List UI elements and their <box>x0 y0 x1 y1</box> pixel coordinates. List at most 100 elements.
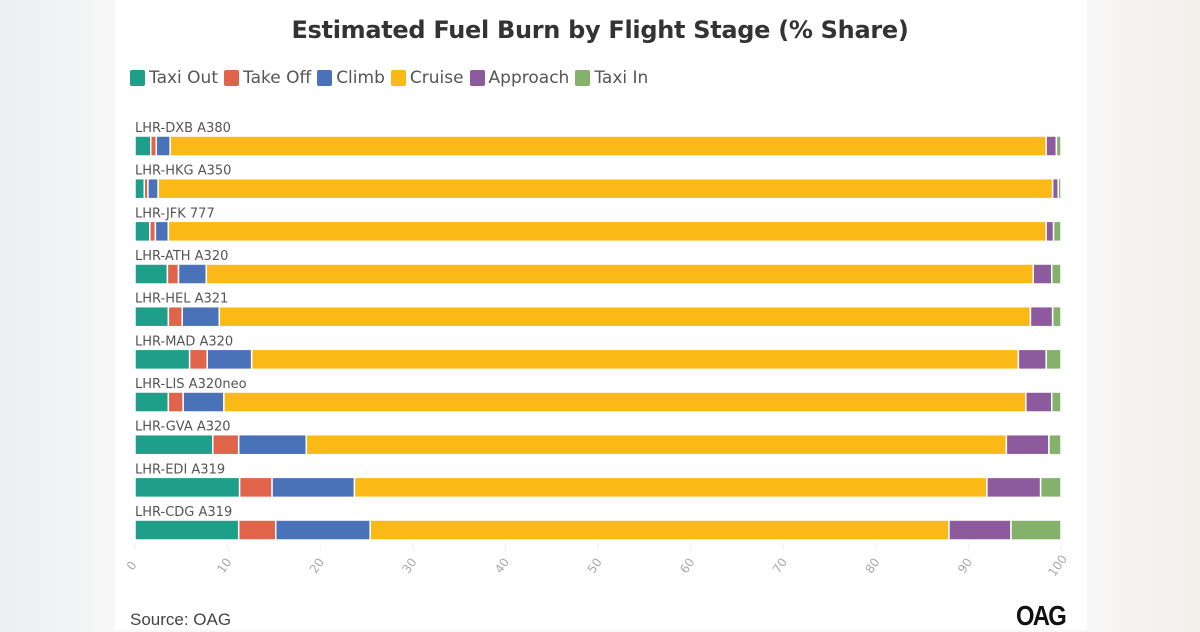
bar-segment[interactable] <box>166 263 180 285</box>
legend-item[interactable]: Taxi Out <box>130 68 218 88</box>
bar-segment[interactable] <box>1032 263 1053 285</box>
legend-swatch <box>390 70 406 86</box>
legend: Taxi Out Take Off Climb Cruise Approach Taxi … <box>130 68 648 88</box>
bar-segment[interactable] <box>134 519 240 541</box>
bar-segment[interactable] <box>167 305 183 328</box>
category-label: LHR-ATH A320 <box>135 249 228 264</box>
bar-segment[interactable] <box>275 519 371 541</box>
legend-item[interactable]: Cruise <box>390 68 464 88</box>
bar-segment[interactable] <box>182 391 225 413</box>
legend-item[interactable]: Approach <box>469 68 570 88</box>
bar-segment[interactable] <box>1052 220 1062 243</box>
legend-label: Taxi In <box>594 68 649 88</box>
bar-segment[interactable] <box>134 391 170 413</box>
x-tick-label: 40 <box>492 555 512 576</box>
bar-segment[interactable] <box>1050 263 1062 285</box>
bar-segment[interactable] <box>238 476 273 499</box>
bar-segment[interactable] <box>250 348 1020 371</box>
x-tick-label: 100 <box>1045 552 1070 579</box>
x-tick-label: 60 <box>677 555 697 576</box>
legend-label: Approach <box>488 68 570 88</box>
bar-segment[interactable] <box>149 135 158 157</box>
x-tick-label: 0 <box>124 559 140 573</box>
bar-segment[interactable] <box>1045 348 1062 371</box>
x-tick-label: 20 <box>307 555 327 576</box>
bar-segment[interactable] <box>134 348 191 371</box>
bar-segment[interactable] <box>167 220 1047 243</box>
bar-segment[interactable] <box>155 135 171 157</box>
bar-segment[interactable] <box>134 476 241 499</box>
bar-segment[interactable] <box>223 391 1027 413</box>
bar-segment[interactable] <box>134 305 170 328</box>
bar-segment[interactable] <box>181 305 221 328</box>
legend-label: Take Off <box>243 68 312 88</box>
legend-label: Climb <box>336 68 385 88</box>
legend-label: Cruise <box>409 68 464 88</box>
bar-segment[interactable] <box>237 433 308 456</box>
bar-segment[interactable] <box>1045 220 1055 243</box>
bar-segment[interactable] <box>147 177 159 200</box>
x-tick-label: 90 <box>955 555 975 576</box>
bar-segment[interactable] <box>188 348 208 371</box>
bar-segment[interactable] <box>1025 391 1053 413</box>
bar-segment[interactable] <box>948 519 1012 541</box>
bar-segment[interactable] <box>986 476 1042 499</box>
x-tick-label: 10 <box>214 555 234 576</box>
oag-logo: OAG <box>1016 600 1067 631</box>
legend-item[interactable]: Taxi In <box>575 68 648 88</box>
bar-segment[interactable] <box>1045 135 1058 157</box>
legend-swatch <box>224 70 239 86</box>
x-tick-label: 30 <box>399 555 419 576</box>
x-tick-label: 70 <box>770 555 790 576</box>
bar-segment[interactable] <box>169 135 1047 157</box>
bar-segment[interactable] <box>157 177 1054 200</box>
category-label: LHR-EDI A319 <box>135 462 225 477</box>
bar-segment[interactable] <box>1055 135 1062 157</box>
legend-item[interactable]: Take Off <box>224 68 311 88</box>
bar-segment[interactable] <box>206 348 253 371</box>
category-label: LHR-GVA A320 <box>135 420 231 435</box>
chart-title: Estimated Fuel Burn by Flight Stage (% S… <box>291 16 909 44</box>
category-label: LHR-CDG A319 <box>135 505 232 520</box>
category-label: LHR-HKG A350 <box>135 164 231 179</box>
bar-segment[interactable] <box>177 263 208 285</box>
bar-segment[interactable] <box>1039 476 1062 499</box>
bar-segment[interactable] <box>1017 348 1047 371</box>
bar-segment[interactable] <box>353 476 988 499</box>
bar-segment[interactable] <box>1010 519 1062 541</box>
bar-segment[interactable] <box>167 391 184 413</box>
legend-swatch <box>317 70 333 86</box>
legend-swatch <box>130 70 145 86</box>
bar-segment[interactable] <box>1057 177 1062 200</box>
bar-segment[interactable] <box>218 305 1032 328</box>
category-label: LHR-JFK 777 <box>135 206 215 221</box>
bar-segment[interactable] <box>134 177 146 200</box>
bar-segment[interactable] <box>1029 305 1054 328</box>
bar-segment[interactable] <box>134 220 151 243</box>
category-label: LHR-MAD A320 <box>135 334 233 349</box>
bar-segment[interactable] <box>1051 305 1062 328</box>
bar-segment[interactable] <box>134 433 214 456</box>
bar-segment[interactable] <box>1005 433 1050 456</box>
bar-segment[interactable] <box>1051 177 1059 200</box>
category-label: LHR-DXB A380 <box>135 121 231 136</box>
x-tick-label: 80 <box>862 555 882 576</box>
bar-segment[interactable] <box>212 433 240 456</box>
bar-segment[interactable] <box>369 519 950 541</box>
source-note: Source: OAG <box>130 610 232 629</box>
bar-segment[interactable] <box>134 263 169 285</box>
bar-segment[interactable] <box>149 220 157 243</box>
bar-segment[interactable] <box>237 519 277 541</box>
bar-segment[interactable] <box>1050 391 1062 413</box>
legend-swatch <box>469 70 485 86</box>
legend-item[interactable]: Climb <box>317 68 385 88</box>
bar-segment[interactable] <box>305 433 1008 456</box>
x-tick-label: 50 <box>585 555 605 576</box>
bar-segment[interactable] <box>1048 433 1062 456</box>
bar-segment[interactable] <box>154 220 170 243</box>
bar-segment[interactable] <box>134 135 152 157</box>
bar-segment[interactable] <box>271 476 356 499</box>
legend-swatch <box>575 70 591 86</box>
bar-segment[interactable] <box>205 263 1034 285</box>
